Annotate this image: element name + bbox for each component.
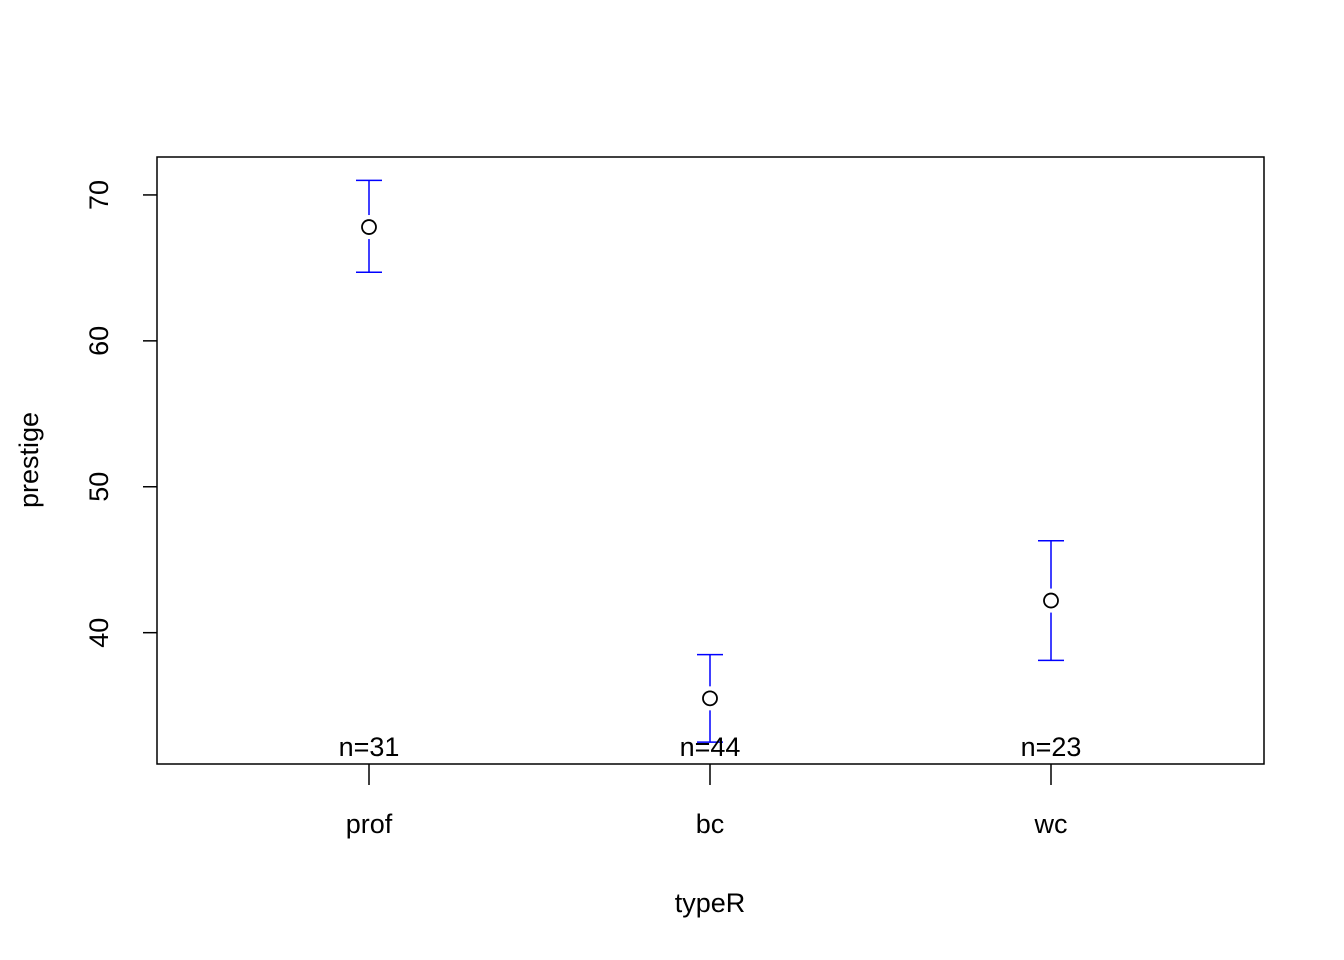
error-bar-bc <box>697 653 723 743</box>
x-tick-label-wc: wc <box>1034 809 1068 839</box>
plot-marks: n=31 n=44 n=23 <box>339 179 1082 762</box>
y-tick-label: 50 <box>84 472 114 502</box>
y-axis-title: prestige <box>14 412 44 508</box>
error-bar-wc <box>1038 540 1064 662</box>
y-tick-label: 70 <box>84 180 114 210</box>
count-label-bc: n=44 <box>680 732 741 762</box>
x-tick-label-prof: prof <box>346 809 393 839</box>
error-bar-prof <box>356 179 382 274</box>
mean-point-prof <box>361 219 377 235</box>
count-label-prof: n=31 <box>339 732 400 762</box>
y-tick-label: 40 <box>84 618 114 648</box>
count-label-wc: n=23 <box>1021 732 1082 762</box>
y-tick-label: 60 <box>84 326 114 356</box>
y-axis: 40 50 60 70 <box>84 180 157 648</box>
mean-point-wc <box>1043 592 1059 609</box>
x-tick-label-bc: bc <box>696 809 725 839</box>
x-axis: prof bc wc <box>346 764 1068 839</box>
mean-point-bc <box>702 690 718 707</box>
x-axis-title: typeR <box>675 888 746 918</box>
